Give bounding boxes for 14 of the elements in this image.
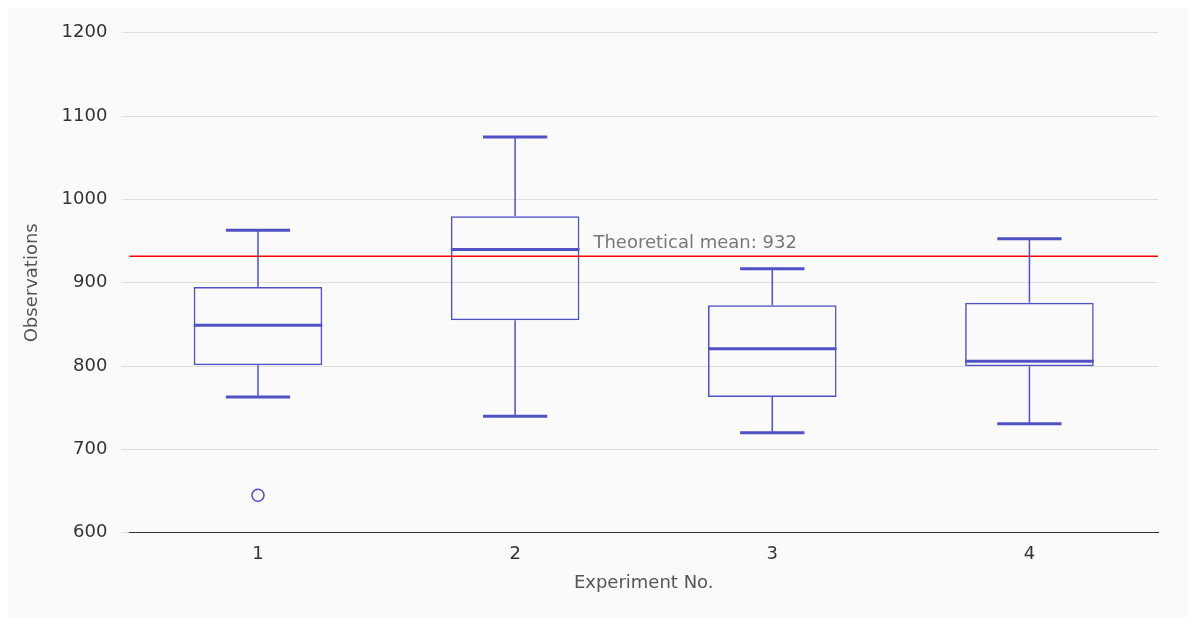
- y-tick-label: 1200: [61, 20, 108, 42]
- y-tick-label: 600: [73, 520, 108, 542]
- ref-line-label: Theoretical mean: 932: [592, 230, 797, 252]
- y-tick-label: 700: [73, 437, 108, 459]
- x-tick-label: 3: [766, 542, 778, 564]
- y-tick-label: 1100: [61, 103, 108, 125]
- y-tick-label: 800: [73, 353, 108, 375]
- y-tick-label: 1000: [61, 187, 108, 209]
- x-tick-label: 4: [1023, 542, 1036, 564]
- x-tick-label: 2: [509, 542, 521, 564]
- x-tick-label: 1: [252, 542, 264, 564]
- y-axis-title: Observations: [20, 223, 42, 343]
- x-axis-title: Experiment No.: [573, 570, 714, 592]
- y-tick-label: 900: [73, 270, 108, 292]
